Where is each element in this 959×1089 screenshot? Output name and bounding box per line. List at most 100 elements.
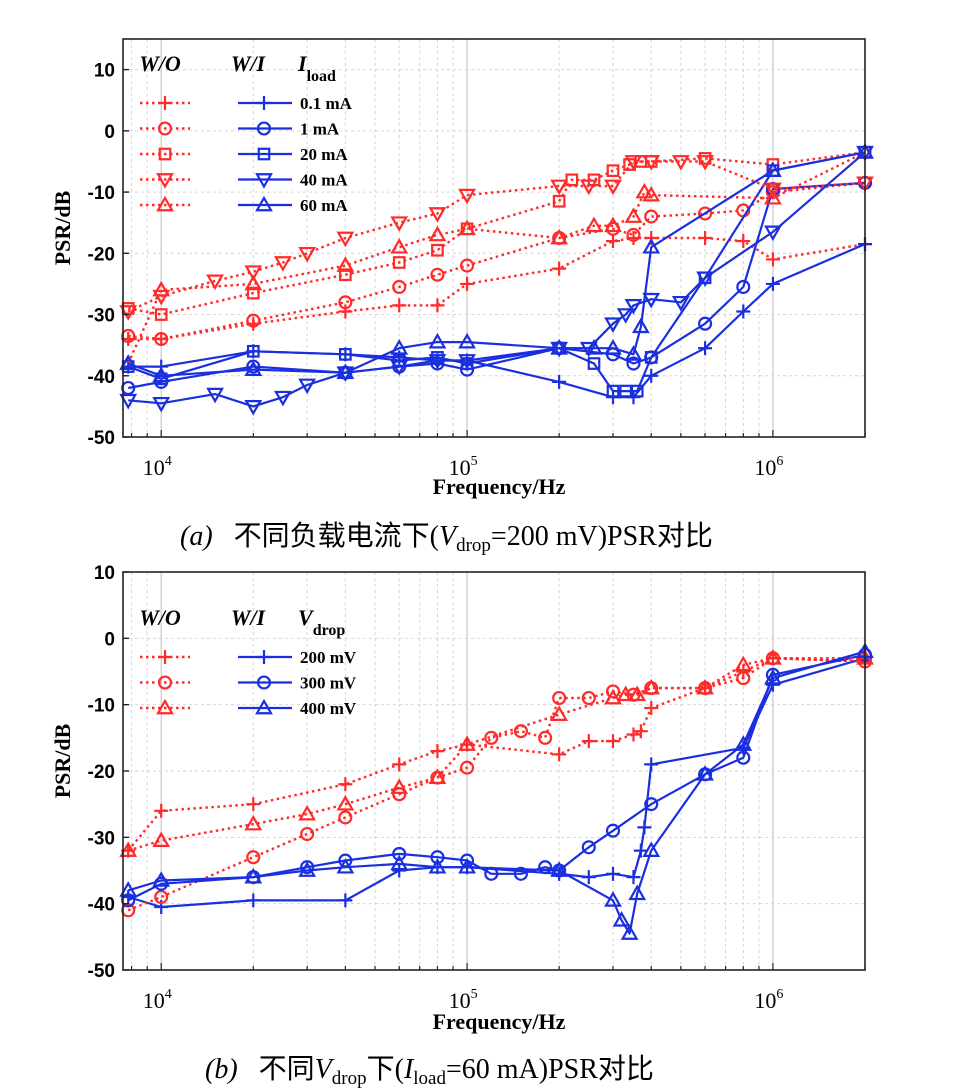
data-point-wo-2 (696, 678, 714, 695)
legend-row-0: 200 mV (140, 648, 357, 667)
data-point-wi-2 (550, 861, 569, 877)
data-point-wo-1 (736, 671, 751, 686)
legend-marker-wi (257, 96, 271, 110)
y-tick-label: -40 (88, 367, 115, 388)
legend-marker-wo (158, 650, 172, 664)
data-point-wo-2 (119, 841, 138, 857)
data-point-wo-1 (154, 331, 169, 347)
data-point-wi-2 (336, 857, 355, 874)
data-point-wo-3 (244, 265, 263, 281)
series-line-wi-4 (127, 151, 866, 377)
data-point-wi-2 (244, 867, 263, 884)
data-point-wi-0 (606, 866, 621, 881)
legend-marker-wi (255, 195, 273, 212)
x-tick-label: 106 (754, 454, 783, 480)
legend-label: 0.1 mA (300, 94, 353, 113)
data-point-wo-1 (246, 313, 261, 328)
data-point-wo-4 (152, 280, 171, 297)
x-tick-label: 105 (449, 987, 478, 1013)
series-wi-2 (119, 642, 874, 940)
data-point-wo-3 (390, 216, 409, 232)
y-tick-label: -50 (88, 428, 115, 449)
legend-marker-wo (158, 147, 172, 161)
data-point-wo-0 (765, 252, 780, 267)
legend-marker-wo (158, 96, 172, 110)
figure-caption: (b) 不同Vdrop下(Iload=60 mA)PSR对比 (205, 1053, 654, 1089)
x-tick-label: 104 (143, 454, 172, 480)
data-point-wo-2 (458, 735, 476, 751)
data-point-wo-3 (579, 179, 598, 196)
data-point-wo-1 (430, 267, 445, 282)
data-point-wo-1 (605, 684, 621, 699)
data-point-wi-4 (336, 363, 355, 380)
data-point-wi-4 (390, 338, 409, 355)
data-point-wi-0 (392, 863, 407, 878)
data-point-wi-1 (736, 750, 751, 765)
data-point-wo-1 (338, 810, 353, 825)
data-point-wo-2 (154, 308, 168, 321)
data-point-wi-1 (698, 316, 713, 331)
data-point-wo-1 (581, 690, 596, 706)
series-line-wo-0 (127, 657, 866, 852)
data-point-wi-3 (616, 308, 635, 324)
data-point-wo-3 (458, 188, 476, 205)
legend-marker-wo (157, 121, 173, 136)
data-point-wo-1 (484, 730, 499, 745)
data-point-wi-1 (765, 667, 780, 682)
data-point-wi-2 (612, 911, 631, 927)
data-point-wo-2 (152, 831, 171, 847)
data-point-wi-1 (605, 823, 621, 838)
y-tick-label: 10 (94, 563, 115, 584)
data-point-wi-2 (339, 347, 352, 361)
data-point-wo-4 (428, 225, 447, 242)
series-line-wo-0 (128, 236, 866, 341)
data-point-wi-4 (604, 338, 622, 355)
data-point-wo-1 (538, 730, 553, 745)
data-point-wo-2 (431, 243, 444, 257)
series-line-wo-4 (127, 151, 866, 364)
y-axis-label: PSR/dB (50, 190, 75, 265)
data-point-wi-0 (633, 843, 648, 858)
legend-label: 400 mV (300, 699, 357, 718)
legend-header-wo: W/O (139, 51, 181, 76)
data-point-wi-2 (764, 668, 782, 685)
data-point-wi-4 (631, 317, 650, 334)
legend-marker-wi (256, 121, 272, 136)
data-point-wi-4 (585, 338, 603, 355)
x-tick-label: 106 (754, 987, 783, 1013)
legend-header-param: Iload (297, 51, 336, 85)
data-point-wo-2 (244, 814, 263, 831)
data-point-wo-0 (154, 803, 169, 818)
y-tick-label: -30 (88, 828, 115, 849)
data-point-wi-0 (626, 870, 641, 885)
legend-row-1: 300 mV (140, 674, 357, 693)
data-point-wo-2 (550, 705, 569, 721)
data-point-wo-2 (336, 794, 355, 811)
data-point-wi-0 (644, 368, 659, 383)
data-point-wi-0 (552, 374, 567, 389)
data-point-wo-0 (606, 234, 621, 249)
data-point-wo-1 (338, 295, 353, 310)
data-point-wo-0 (338, 304, 353, 319)
legend: W/O W/I Iload 0.1 mA 1 mA 20 mA 40 mA 60 mA (139, 51, 352, 215)
data-point-wi-0 (644, 757, 659, 772)
series-line-wi-2 (127, 650, 866, 935)
data-point-wo-2 (606, 164, 620, 177)
legend-label: 40 mA (300, 171, 348, 190)
data-point-wo-3 (298, 246, 317, 263)
data-point-wi-3 (671, 295, 690, 312)
data-point-wi-3 (274, 390, 292, 407)
data-point-wo-2 (734, 655, 753, 672)
y-tick-label: -20 (88, 244, 115, 265)
series-wi-4 (119, 143, 874, 383)
data-point-wo-0 (698, 231, 713, 245)
data-point-wo-4 (635, 182, 654, 199)
data-point-wi-1 (392, 846, 407, 861)
data-point-wi-2 (298, 861, 317, 877)
data-point-wi-0 (246, 893, 261, 908)
series-line-wo-2 (127, 151, 866, 316)
legend-marker-wi (255, 698, 273, 715)
data-point-wi-2 (628, 884, 647, 901)
data-point-wi-0 (338, 893, 353, 908)
data-point-wi-0 (637, 820, 652, 835)
